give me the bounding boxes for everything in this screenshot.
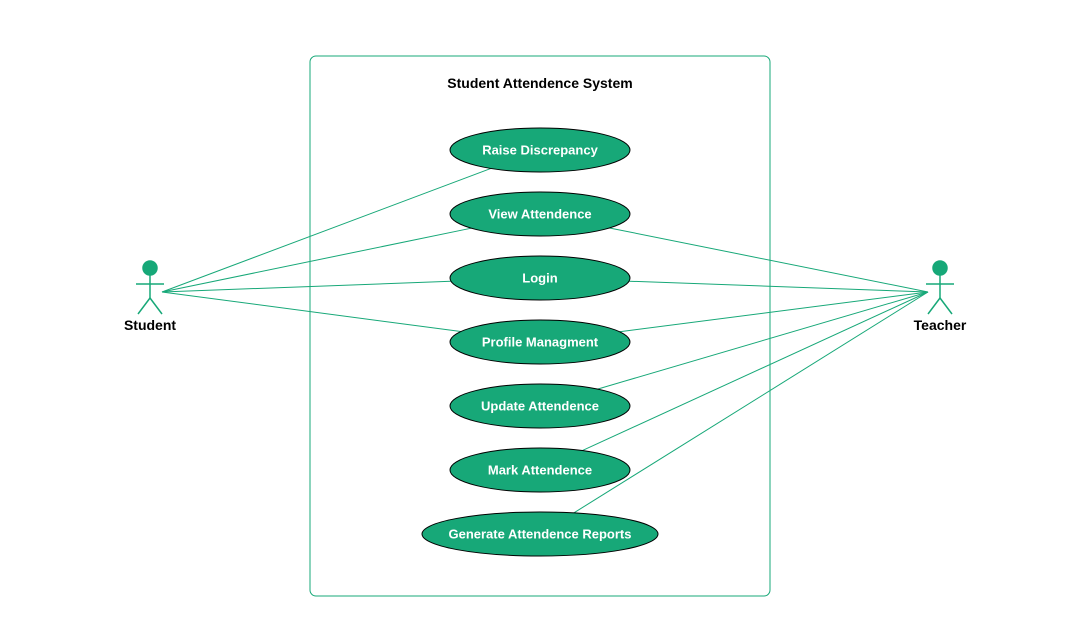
actor-leg-left-icon [138, 298, 150, 314]
system-title: Student Attendence System [447, 75, 632, 91]
usecase-uc4: Profile Managment [450, 320, 630, 364]
usecase-uc7: Generate Attendence Reports [422, 512, 658, 556]
actor-head-icon [933, 261, 947, 275]
usecase-label-uc5: Update Attendence [481, 398, 599, 413]
actor-leg-right-icon [940, 298, 952, 314]
usecase-label-uc3: Login [522, 270, 557, 285]
edge-student-uc4 [162, 292, 461, 332]
use-case-diagram: Student Attendence System Raise Discrepan… [0, 0, 1080, 621]
edge-teacher-uc4 [620, 292, 928, 332]
usecase-label-uc7: Generate Attendence Reports [448, 526, 631, 541]
actor-teacher: Teacher [914, 261, 967, 333]
actor-leg-right-icon [150, 298, 162, 314]
edge-student-uc1 [162, 168, 491, 292]
usecase-uc2: View Attendence [450, 192, 630, 236]
actor-leg-left-icon [928, 298, 940, 314]
usecase-uc5: Update Attendence [450, 384, 630, 428]
edge-teacher-uc6 [582, 292, 928, 451]
usecase-uc6: Mark Attendence [450, 448, 630, 492]
actor-label-teacher: Teacher [914, 317, 967, 333]
usecase-label-uc2: View Attendence [488, 206, 591, 221]
usecase-label-uc1: Raise Discrepancy [482, 142, 598, 157]
usecase-label-uc4: Profile Managment [482, 334, 599, 349]
actor-head-icon [143, 261, 157, 275]
usecase-uc1: Raise Discrepancy [450, 128, 630, 172]
usecase-label-uc6: Mark Attendence [488, 462, 592, 477]
actor-label-student: Student [124, 317, 176, 333]
actor-student: Student [124, 261, 176, 333]
edge-teacher-uc5 [598, 292, 928, 389]
usecase-uc3: Login [450, 256, 630, 300]
